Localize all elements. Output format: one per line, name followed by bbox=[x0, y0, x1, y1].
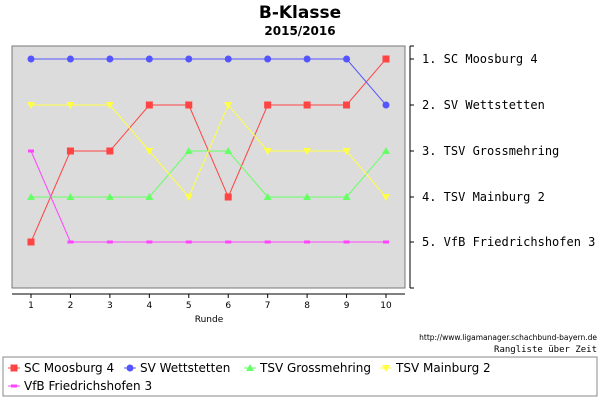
data-point-triangle bbox=[263, 193, 272, 200]
data-point-square bbox=[264, 101, 272, 109]
chart-note: Rangliste über Zeit bbox=[494, 345, 597, 355]
data-point-dash bbox=[146, 240, 153, 244]
data-point-square bbox=[185, 101, 193, 109]
data-point-dash bbox=[11, 384, 17, 388]
series-layer bbox=[27, 55, 390, 246]
series bbox=[28, 149, 389, 244]
x-axis: 1 2 3 4 5 6 7 8 9 10 bbox=[12, 293, 405, 311]
data-point-dash bbox=[383, 240, 389, 244]
data-point-triangle-down bbox=[382, 194, 390, 201]
data-point-triangle bbox=[27, 193, 35, 200]
data-point-triangle-down bbox=[224, 102, 233, 109]
data-point-triangle bbox=[246, 364, 254, 371]
x-tick-label: 5 bbox=[186, 301, 192, 311]
chart-title: B-Klasse bbox=[259, 3, 341, 23]
x-tick-label: 3 bbox=[107, 301, 113, 311]
data-point-triangle bbox=[66, 193, 75, 200]
legend-box bbox=[2, 356, 598, 397]
data-point-triangle-down bbox=[66, 102, 75, 109]
series-line bbox=[31, 104, 387, 198]
legend-label: TSV Mainburg 2 bbox=[395, 361, 491, 375]
plot-area bbox=[11, 45, 406, 289]
legend-item: SV Wettstetten bbox=[124, 361, 230, 375]
data-point-triangle bbox=[342, 193, 351, 200]
x-tick-label: 8 bbox=[304, 301, 310, 311]
rank-label: 5. VfB Friedrichshofen 3 bbox=[422, 235, 595, 249]
data-point-dash bbox=[67, 240, 74, 244]
data-point-square bbox=[224, 193, 232, 201]
data-point-square bbox=[343, 101, 351, 109]
series bbox=[27, 55, 390, 109]
data-point-square bbox=[66, 147, 74, 155]
data-point-triangle-down bbox=[382, 365, 390, 372]
data-point-dash bbox=[343, 240, 350, 244]
x-tick-label: 7 bbox=[265, 301, 271, 311]
data-point-circle bbox=[106, 55, 114, 63]
x-tick-label: 10 bbox=[380, 301, 392, 311]
data-point-circle bbox=[264, 55, 272, 63]
data-point-triangle-down bbox=[342, 148, 351, 155]
legend-item: TSV Mainburg 2 bbox=[380, 361, 491, 375]
data-point-circle bbox=[145, 55, 153, 63]
data-point-triangle-down bbox=[303, 148, 312, 155]
data-point-circle bbox=[303, 55, 311, 63]
data-point-dash bbox=[225, 240, 232, 244]
chart-subtitle: 2015/2016 bbox=[264, 24, 335, 38]
data-point-triangle bbox=[224, 147, 233, 154]
data-point-triangle-down bbox=[27, 102, 35, 109]
data-point-circle bbox=[224, 55, 232, 63]
x-tick-label: 6 bbox=[225, 301, 231, 311]
legend-item: SC Moosburg 4 bbox=[8, 361, 114, 375]
x-tick-label: 1 bbox=[28, 301, 34, 311]
x-axis-label: Runde bbox=[195, 315, 224, 325]
data-point-square bbox=[145, 101, 153, 109]
data-point-triangle bbox=[184, 147, 193, 154]
legend-label: VfB Friedrichshofen 3 bbox=[24, 379, 152, 393]
legend-item: VfB Friedrichshofen 3 bbox=[8, 379, 152, 393]
rank-axis: 1. SC Moosburg 4 2. SV Wettstetten 3. TSV … bbox=[409, 45, 595, 289]
data-point-triangle-down bbox=[105, 102, 114, 109]
rank-label: 1. SC Moosburg 4 bbox=[422, 52, 538, 66]
data-point-triangle bbox=[382, 147, 390, 154]
data-point-triangle bbox=[145, 193, 154, 200]
legend-label: SV Wettstetten bbox=[140, 361, 230, 375]
data-point-triangle bbox=[105, 193, 114, 200]
data-point-square bbox=[10, 364, 18, 372]
data-point-circle bbox=[66, 55, 74, 63]
series-line bbox=[31, 58, 387, 106]
legend-label: SC Moosburg 4 bbox=[24, 361, 114, 375]
data-point-triangle-down bbox=[263, 148, 272, 155]
data-point-dash bbox=[106, 240, 113, 244]
x-tick-label: 9 bbox=[344, 301, 350, 311]
data-point-circle bbox=[343, 55, 351, 63]
x-tick-label: 2 bbox=[68, 301, 74, 311]
data-point-circle bbox=[27, 55, 35, 63]
data-point-square bbox=[382, 55, 390, 63]
source-url: http://www.ligamanager.schachbund-bayern… bbox=[419, 333, 597, 342]
series bbox=[27, 102, 390, 201]
data-point-dash bbox=[264, 240, 271, 244]
rank-label: 4. TSV Mainburg 2 bbox=[422, 190, 545, 204]
data-point-circle bbox=[126, 364, 134, 372]
legend-label: TSV Grossmehring bbox=[259, 361, 371, 375]
x-tick-label: 4 bbox=[146, 301, 152, 311]
series-line bbox=[30, 150, 386, 243]
data-point-circle bbox=[185, 55, 193, 63]
legend: SC Moosburg 4 SV Wettstetten TSV Grossmehr… bbox=[8, 361, 491, 393]
legend-item: TSV Grossmehring bbox=[244, 361, 371, 375]
data-point-square bbox=[106, 147, 114, 155]
data-point-triangle bbox=[303, 193, 312, 200]
data-point-square bbox=[27, 238, 35, 246]
rank-label: 2. SV Wettstetten bbox=[422, 98, 545, 112]
data-point-dash bbox=[185, 240, 192, 244]
data-point-triangle-down bbox=[145, 148, 154, 155]
rank-label: 3. TSV Grossmehring bbox=[422, 144, 559, 158]
data-point-dash bbox=[304, 240, 311, 244]
data-point-circle bbox=[382, 101, 390, 109]
data-point-square bbox=[303, 101, 311, 109]
data-point-dash bbox=[28, 149, 34, 153]
series bbox=[27, 147, 390, 200]
data-point-triangle-down bbox=[184, 194, 193, 201]
